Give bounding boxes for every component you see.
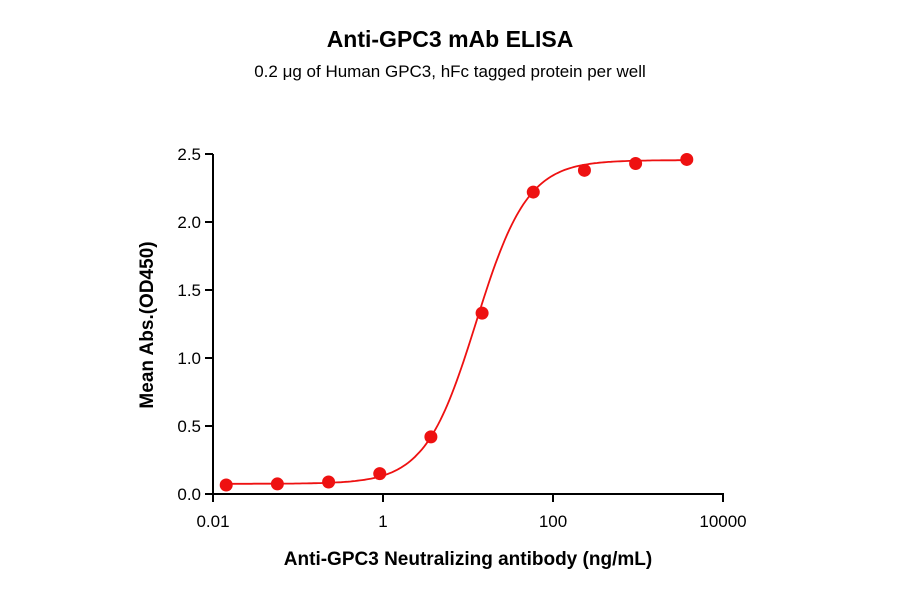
data-point (629, 157, 643, 171)
fit-curve (226, 159, 687, 485)
data-point (577, 163, 591, 177)
chart-subtitle: 0.2 μg of Human GPC3, hFc tagged protein… (254, 62, 646, 81)
y-tick-label: 0.0 (177, 485, 201, 504)
y-tick-label: 1.0 (177, 349, 201, 368)
data-point (680, 152, 694, 166)
x-axis-label: Anti-GPC3 Neutralizing antibody (ng/mL) (284, 549, 652, 570)
chart-title: Anti-GPC3 mAb ELISA (326, 26, 574, 52)
y-tick-label: 2.0 (177, 213, 201, 232)
y-tick-label: 0.5 (177, 417, 201, 436)
x-tick-label: 0.01 (196, 512, 229, 531)
y-tick-label: 2.5 (177, 145, 201, 164)
data-point (526, 185, 540, 199)
data-point (322, 475, 336, 489)
data-point (270, 477, 284, 491)
y-tick-label: 1.5 (177, 281, 201, 300)
data-point (373, 467, 387, 481)
data-points (219, 152, 694, 492)
x-tick-label: 10000 (699, 512, 746, 531)
axes: 0.0 0.5 1.0 1.5 2.0 2.5 0.01 1 100 10000 (177, 145, 746, 531)
y-axis-label: Mean Abs.(OD450) (137, 241, 158, 408)
data-point (475, 306, 489, 320)
data-point (424, 430, 438, 444)
data-point (219, 478, 233, 492)
x-tick-label: 100 (539, 512, 567, 531)
x-tick-label: 1 (378, 512, 387, 531)
fit-curve-layer (226, 159, 687, 485)
